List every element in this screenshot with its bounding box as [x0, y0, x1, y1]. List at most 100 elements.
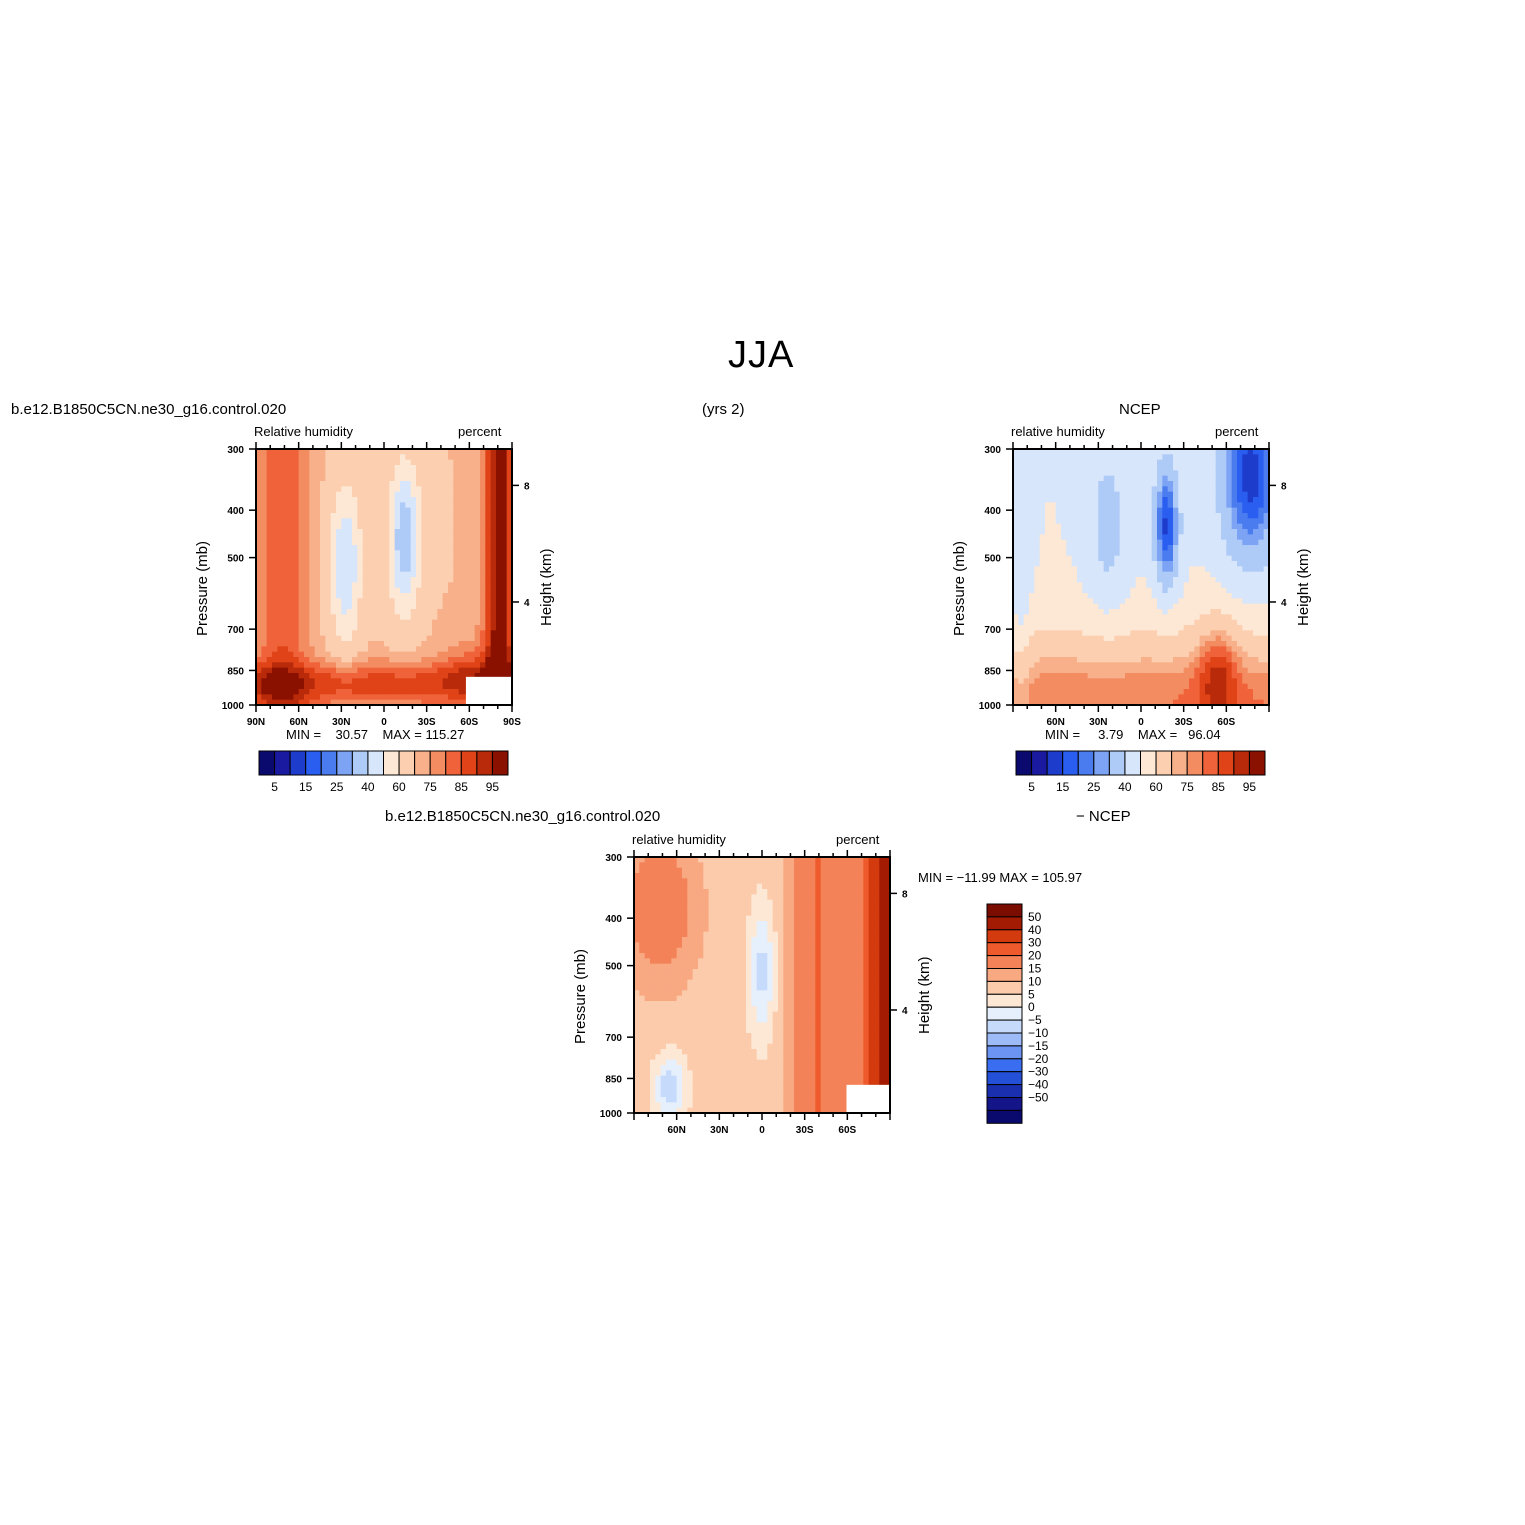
contour-cell	[1098, 475, 1105, 482]
contour-cell	[325, 550, 332, 557]
contour-cell	[432, 545, 438, 551]
contour-cell	[1173, 614, 1179, 621]
contour-cell	[325, 497, 332, 503]
contour-cell	[282, 587, 289, 594]
contour-cell	[660, 926, 667, 933]
contour-cell	[1247, 502, 1254, 509]
contour-cell	[1109, 689, 1115, 695]
contour-cell	[368, 673, 374, 679]
contour-cell	[320, 555, 326, 562]
contour-cell	[1045, 534, 1051, 541]
contour-cell	[1039, 646, 1046, 653]
contour-cell	[453, 651, 460, 658]
contour-cell	[1077, 587, 1083, 594]
contour-cell	[1263, 673, 1270, 679]
contour-cell	[272, 689, 278, 695]
contour-cell	[1141, 587, 1147, 594]
contour-cell	[378, 539, 385, 546]
contour-cell	[266, 534, 273, 541]
contour-cell	[1226, 486, 1233, 493]
contour-cell	[389, 651, 396, 658]
contour-cell	[1029, 491, 1035, 498]
contour-cell	[1093, 459, 1099, 466]
contour-cell	[1189, 614, 1195, 621]
contour-cell	[655, 931, 662, 938]
contour-cell	[1093, 561, 1099, 567]
contour-cell	[288, 459, 294, 466]
contour-cell	[304, 630, 310, 637]
contour-cell	[1146, 491, 1153, 498]
contour-cell	[346, 651, 353, 658]
contour-cell	[384, 513, 390, 519]
contour-cell	[1066, 555, 1073, 562]
contour-cell	[1146, 518, 1153, 525]
contour-cell	[346, 635, 353, 642]
contour-cell	[389, 614, 396, 621]
contour-cell	[378, 529, 385, 535]
contour-cell	[1071, 555, 1078, 562]
contour-cell	[1029, 641, 1035, 647]
contour-cell	[362, 603, 369, 610]
contour-cell	[1055, 470, 1062, 477]
contour-cell	[1130, 635, 1137, 642]
contour-cell	[352, 486, 358, 493]
contour-cell	[469, 657, 476, 663]
contour-cell	[1071, 566, 1078, 573]
contour-cell	[1109, 625, 1115, 631]
contour-cell	[416, 603, 422, 610]
contour-cell	[400, 507, 406, 514]
contour-cell	[1183, 598, 1190, 605]
contour-cell	[336, 475, 342, 482]
contour-cell	[464, 545, 470, 551]
contour-cell	[341, 598, 348, 605]
contour-cell	[410, 593, 417, 599]
contour-cell	[421, 651, 428, 658]
contour-cell	[432, 646, 438, 653]
contour-cell	[325, 683, 332, 690]
contour-cell	[1221, 625, 1227, 631]
contour-cell	[405, 513, 412, 519]
contour-cell	[469, 614, 476, 621]
contour-cell	[1178, 566, 1185, 573]
contour-cell	[1077, 470, 1083, 477]
contour-cell	[1093, 486, 1099, 493]
contour-cell	[660, 1027, 667, 1034]
contour-cell	[400, 561, 406, 567]
contour-cell	[1114, 449, 1121, 455]
contour-cell	[437, 678, 444, 685]
contour-cell	[1226, 657, 1233, 663]
contour-cell	[1258, 641, 1265, 647]
contour-cell	[453, 555, 460, 562]
contour-cell	[506, 625, 513, 631]
contour-cell	[341, 657, 348, 663]
contour-cell	[1077, 475, 1083, 482]
contour-cell	[1183, 673, 1190, 679]
contour-cell	[1151, 529, 1158, 535]
contour-cell	[1029, 502, 1035, 509]
contour-cell	[1242, 486, 1249, 493]
contour-cell	[655, 974, 662, 981]
contour-cell	[325, 545, 332, 551]
contour-cell	[1077, 678, 1083, 685]
contour-cell	[1034, 603, 1041, 610]
contour-cell	[384, 678, 390, 685]
contour-cell	[1119, 465, 1126, 471]
contour-cell	[1050, 534, 1057, 541]
contour-cell	[357, 577, 364, 583]
contour-cell	[1242, 667, 1249, 674]
contour-cell	[1098, 454, 1105, 461]
contour-cell	[1183, 465, 1190, 471]
contour-cell	[496, 662, 502, 669]
contour-cell	[410, 678, 417, 685]
contour-cell	[261, 449, 268, 455]
contour-cell	[480, 550, 486, 557]
contour-cell	[1199, 614, 1206, 621]
contour-cell	[346, 539, 353, 546]
contour-cell	[1114, 513, 1121, 519]
contour-cell	[330, 699, 337, 706]
contour-cell	[1029, 497, 1035, 503]
contour-cell	[1061, 475, 1067, 482]
contour-cell	[469, 641, 476, 647]
contour-cell	[389, 465, 396, 471]
contour-cell	[1183, 694, 1190, 701]
